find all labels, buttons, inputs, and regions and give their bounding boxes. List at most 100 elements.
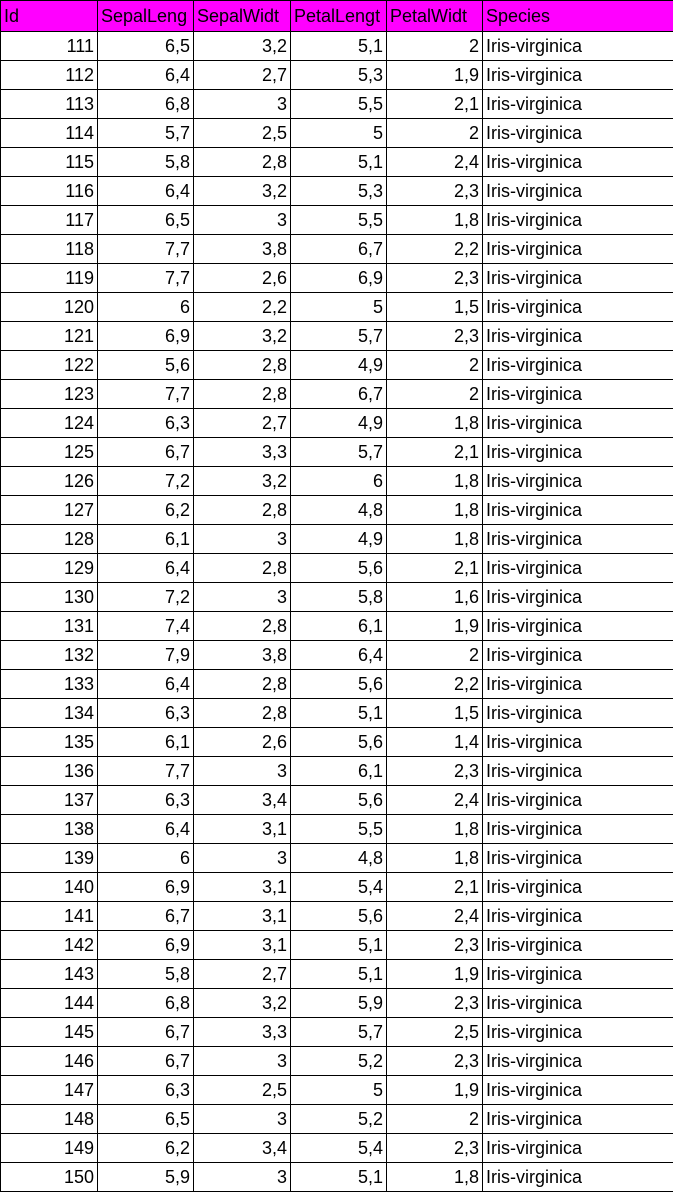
header-cell-petal-width[interactable]: PetalWidt (387, 1, 483, 32)
cell-sepal-length[interactable]: 6,7 (98, 902, 194, 931)
cell-sepal-width[interactable]: 2,6 (194, 264, 291, 293)
cell-sepal-width[interactable]: 2,7 (194, 61, 291, 90)
cell-petal-width[interactable]: 2,2 (387, 235, 483, 264)
cell-species[interactable]: Iris-virginica (483, 32, 673, 61)
cell-petal-length[interactable]: 5,1 (291, 960, 387, 989)
cell-sepal-length[interactable]: 6,2 (98, 1134, 194, 1163)
cell-sepal-length[interactable]: 6,7 (98, 438, 194, 467)
cell-petal-width[interactable]: 2 (387, 380, 483, 409)
cell-sepal-width[interactable]: 2,8 (194, 554, 291, 583)
cell-id[interactable]: 130 (1, 583, 98, 612)
cell-petal-width[interactable]: 1,8 (387, 525, 483, 554)
cell-petal-length[interactable]: 5,6 (291, 554, 387, 583)
cell-sepal-width[interactable]: 3,1 (194, 815, 291, 844)
cell-species[interactable]: Iris-virginica (483, 409, 673, 438)
cell-sepal-length[interactable]: 6,7 (98, 1018, 194, 1047)
cell-sepal-width[interactable]: 3 (194, 1105, 291, 1134)
cell-petal-width[interactable]: 2 (387, 32, 483, 61)
header-cell-sepal-width[interactable]: SepalWidt (194, 1, 291, 32)
cell-species[interactable]: Iris-virginica (483, 931, 673, 960)
cell-petal-length[interactable]: 5,6 (291, 902, 387, 931)
cell-sepal-width[interactable]: 3 (194, 90, 291, 119)
cell-sepal-width[interactable]: 2,2 (194, 293, 291, 322)
cell-petal-length[interactable]: 5,5 (291, 90, 387, 119)
cell-species[interactable]: Iris-virginica (483, 699, 673, 728)
cell-sepal-length[interactable]: 7,2 (98, 467, 194, 496)
cell-id[interactable]: 146 (1, 1047, 98, 1076)
cell-petal-width[interactable]: 1,9 (387, 612, 483, 641)
cell-id[interactable]: 126 (1, 467, 98, 496)
cell-sepal-length[interactable]: 5,7 (98, 119, 194, 148)
cell-petal-width[interactable]: 2,3 (387, 989, 483, 1018)
cell-petal-width[interactable]: 2,1 (387, 554, 483, 583)
cell-petal-length[interactable]: 4,9 (291, 351, 387, 380)
cell-petal-width[interactable]: 2,5 (387, 1018, 483, 1047)
cell-sepal-length[interactable]: 6,3 (98, 409, 194, 438)
cell-sepal-length[interactable]: 6,4 (98, 670, 194, 699)
cell-sepal-length[interactable]: 6,9 (98, 931, 194, 960)
cell-petal-width[interactable]: 1,8 (387, 815, 483, 844)
cell-petal-length[interactable]: 5,5 (291, 206, 387, 235)
cell-petal-width[interactable]: 2,4 (387, 786, 483, 815)
cell-id[interactable]: 137 (1, 786, 98, 815)
cell-id[interactable]: 116 (1, 177, 98, 206)
cell-species[interactable]: Iris-virginica (483, 1018, 673, 1047)
cell-id[interactable]: 117 (1, 206, 98, 235)
cell-id[interactable]: 120 (1, 293, 98, 322)
cell-sepal-length[interactable]: 6 (98, 293, 194, 322)
cell-sepal-length[interactable]: 6,9 (98, 873, 194, 902)
cell-sepal-width[interactable]: 2,7 (194, 960, 291, 989)
cell-petal-width[interactable]: 2,2 (387, 670, 483, 699)
cell-id[interactable]: 141 (1, 902, 98, 931)
cell-species[interactable]: Iris-virginica (483, 380, 673, 409)
cell-id[interactable]: 143 (1, 960, 98, 989)
cell-petal-length[interactable]: 5 (291, 119, 387, 148)
cell-species[interactable]: Iris-virginica (483, 902, 673, 931)
cell-petal-width[interactable]: 1,8 (387, 206, 483, 235)
cell-id[interactable]: 144 (1, 989, 98, 1018)
cell-petal-width[interactable]: 1,5 (387, 699, 483, 728)
cell-sepal-length[interactable]: 6,4 (98, 554, 194, 583)
cell-petal-width[interactable]: 1,9 (387, 61, 483, 90)
cell-id[interactable]: 149 (1, 1134, 98, 1163)
cell-sepal-length[interactable]: 6,8 (98, 989, 194, 1018)
cell-species[interactable]: Iris-virginica (483, 438, 673, 467)
cell-petal-length[interactable]: 5,6 (291, 728, 387, 757)
cell-petal-length[interactable]: 6 (291, 467, 387, 496)
cell-petal-width[interactable]: 1,8 (387, 496, 483, 525)
cell-petal-length[interactable]: 5,4 (291, 1134, 387, 1163)
header-cell-sepal-length[interactable]: SepalLeng (98, 1, 194, 32)
cell-sepal-width[interactable]: 3 (194, 844, 291, 873)
cell-petal-length[interactable]: 5,3 (291, 177, 387, 206)
cell-petal-width[interactable]: 2,3 (387, 1134, 483, 1163)
cell-species[interactable]: Iris-virginica (483, 1163, 673, 1192)
cell-petal-width[interactable]: 1,8 (387, 467, 483, 496)
cell-sepal-length[interactable]: 6,7 (98, 1047, 194, 1076)
cell-petal-width[interactable]: 2,3 (387, 177, 483, 206)
cell-sepal-length[interactable]: 7,7 (98, 235, 194, 264)
cell-species[interactable]: Iris-virginica (483, 641, 673, 670)
cell-sepal-width[interactable]: 3,1 (194, 873, 291, 902)
cell-petal-length[interactable]: 6,9 (291, 264, 387, 293)
cell-sepal-width[interactable]: 2,8 (194, 351, 291, 380)
cell-id[interactable]: 148 (1, 1105, 98, 1134)
cell-sepal-length[interactable]: 6,4 (98, 177, 194, 206)
cell-species[interactable]: Iris-virginica (483, 61, 673, 90)
cell-sepal-length[interactable]: 5,9 (98, 1163, 194, 1192)
cell-sepal-width[interactable]: 3,1 (194, 902, 291, 931)
cell-id[interactable]: 121 (1, 322, 98, 351)
cell-petal-length[interactable]: 5,1 (291, 931, 387, 960)
cell-species[interactable]: Iris-virginica (483, 235, 673, 264)
cell-sepal-length[interactable]: 6 (98, 844, 194, 873)
cell-petal-width[interactable]: 2,3 (387, 322, 483, 351)
cell-species[interactable]: Iris-virginica (483, 293, 673, 322)
cell-species[interactable]: Iris-virginica (483, 815, 673, 844)
cell-id[interactable]: 127 (1, 496, 98, 525)
cell-petal-width[interactable]: 2 (387, 641, 483, 670)
cell-id[interactable]: 114 (1, 119, 98, 148)
cell-species[interactable]: Iris-virginica (483, 351, 673, 380)
cell-id[interactable]: 125 (1, 438, 98, 467)
cell-petal-length[interactable]: 6,1 (291, 612, 387, 641)
cell-petal-width[interactable]: 1,8 (387, 844, 483, 873)
cell-id[interactable]: 123 (1, 380, 98, 409)
